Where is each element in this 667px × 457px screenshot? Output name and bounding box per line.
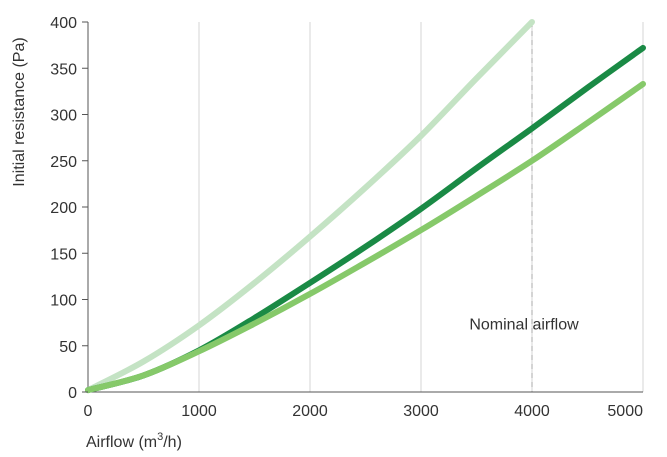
- x-tick-label: 2000: [292, 403, 328, 420]
- series-line-1: [85, 19, 535, 394]
- x-tick-label: 3000: [403, 403, 439, 420]
- x-tick-label: 5000: [607, 403, 643, 420]
- y-tick-label: 250: [50, 154, 77, 171]
- axes-layer: [87, 22, 643, 393]
- x-tick-label: 1000: [181, 403, 217, 420]
- nominal-airflow-label: Nominal airflow: [469, 317, 579, 334]
- y-axis-title: Initial resistance (Pa): [11, 37, 28, 186]
- series-line-2: [85, 44, 646, 394]
- x-axis-title-prefix: Airflow (m: [86, 434, 157, 451]
- x-tick-label: 4000: [514, 403, 550, 420]
- y-tick-label: 50: [59, 339, 77, 356]
- y-tick-label: 350: [50, 61, 77, 78]
- y-tick-label: 0: [68, 385, 77, 402]
- x-axis-title-superscript: 3: [157, 431, 163, 443]
- y-tick-label: 150: [50, 246, 77, 263]
- y-tick-label: 200: [50, 200, 77, 217]
- y-tick-label: 400: [50, 15, 77, 32]
- series-line-3: [85, 81, 646, 394]
- x-axis-title-suffix: /h): [163, 434, 182, 451]
- x-tick-label: 0: [84, 403, 93, 420]
- y-tick-label: 100: [50, 293, 77, 310]
- x-axis-title: Airflow (m3/h): [86, 431, 182, 451]
- series-layer: [85, 19, 646, 394]
- y-tick-label: 300: [50, 108, 77, 125]
